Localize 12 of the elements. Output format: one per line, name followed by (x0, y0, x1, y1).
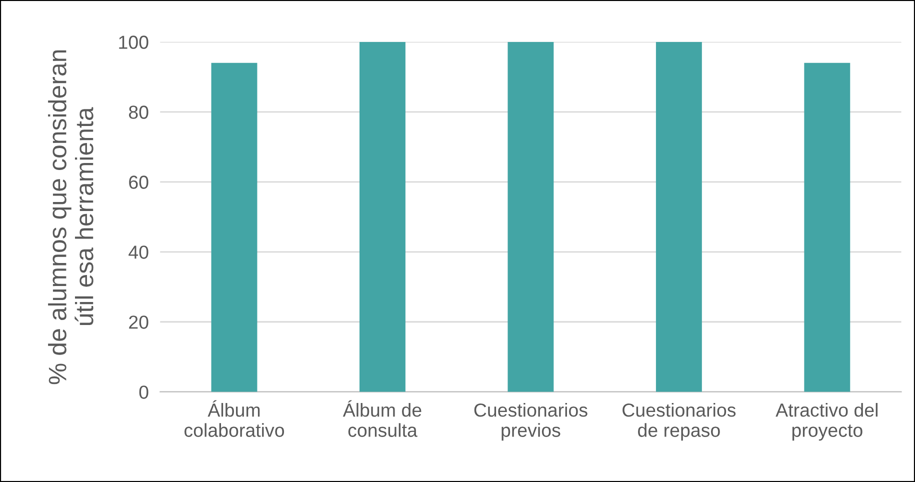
x-tick-label: Álbum colaborativo (184, 400, 284, 437)
x-tick-label: Cuestionarios previos (474, 402, 588, 441)
y-tick-label: 100 (119, 36, 148, 49)
x-tick-label: Cuestionarios de repaso (622, 402, 736, 441)
y-tick-label: 60 (129, 176, 148, 189)
y-tick-label: 80 (128, 106, 148, 119)
y-axis-title: % de alumnos que consideran útil esa herramienta (48, 50, 94, 384)
y-tick-label: 40 (128, 246, 148, 259)
x-tick-label: Atractivo del proyecto (776, 402, 878, 441)
y-tick-label: 20 (129, 316, 148, 329)
y-tick-label: 0 (139, 386, 148, 399)
x-tick-label: Álbum de consulta (342, 400, 422, 437)
